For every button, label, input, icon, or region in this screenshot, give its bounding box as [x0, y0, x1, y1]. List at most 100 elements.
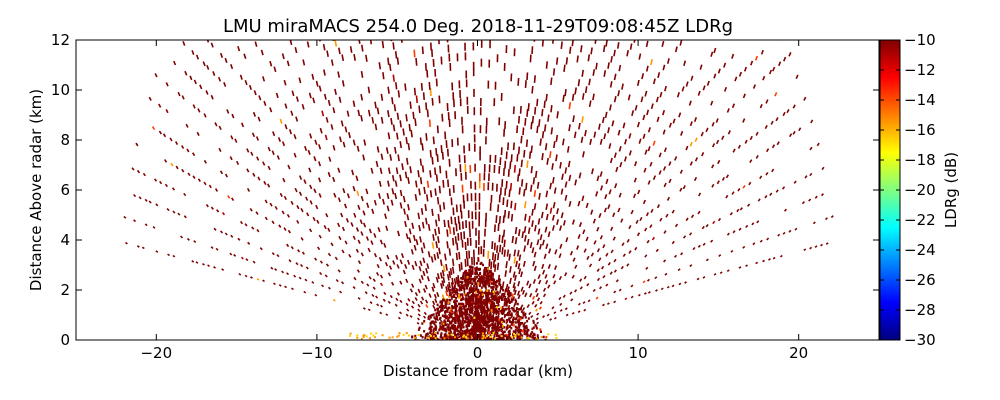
radar-gate-mark [700, 131, 704, 137]
radar-echo-mark [461, 286, 464, 289]
radar-echo-mark [503, 308, 506, 311]
radar-gate-mark [239, 220, 244, 225]
radar-gate-mark [511, 235, 515, 244]
radar-gate-mark [574, 87, 577, 95]
radar-gate-mark [603, 133, 607, 140]
radar-gate-mark [158, 130, 162, 135]
radar-gate-mark [392, 74, 395, 82]
radar-echo-mark [498, 321, 501, 325]
radar-gate-mark [246, 148, 250, 153]
radar-gate-mark [327, 99, 331, 106]
radar-gate-mark [364, 291, 368, 295]
y-tick-label: 8 [60, 131, 70, 149]
radar-gate-mark [771, 168, 775, 173]
radar-ground-mark [443, 337, 446, 340]
radar-gate-mark [197, 178, 201, 183]
radar-echo-mark [499, 338, 502, 340]
radar-gate-mark [183, 192, 187, 197]
radar-echo-mark [491, 292, 494, 295]
radar-gate-mark [413, 87, 417, 96]
radar-gate-mark [327, 171, 331, 178]
radar-echo-mark [493, 278, 495, 282]
radar-gate-mark [581, 92, 585, 100]
radar-gate-mark [525, 139, 529, 147]
radar-gate-mark [500, 329, 504, 333]
radar-gate-mark [416, 321, 420, 325]
radar-gate-mark [343, 203, 348, 209]
radar-ground-mark [481, 337, 484, 340]
radar-echo-mark [481, 309, 484, 313]
radar-gate-mark [560, 212, 564, 219]
radar-gate-mark [397, 154, 400, 162]
radar-ground-mark [555, 337, 558, 339]
radar-gate-mark [682, 235, 687, 239]
radar-gate-mark [680, 252, 684, 256]
radar-gate-mark [502, 197, 505, 206]
radar-gate-mark [341, 226, 346, 232]
radar-echo-mark [519, 333, 522, 336]
radar-echo-mark [485, 336, 487, 339]
radar-echo-mark [477, 274, 480, 277]
radar-echo-mark [505, 318, 508, 322]
radar-gate-mark [542, 315, 546, 319]
radar-echo-mark [453, 295, 456, 298]
colorbar-tick-label: −30 [904, 331, 936, 349]
radar-gate-mark [529, 54, 532, 63]
radar-gate-mark [751, 222, 755, 226]
radar-gate-mark [421, 46, 424, 55]
radar-gate-mark [440, 283, 443, 289]
radar-gate-mark [332, 107, 336, 114]
radar-gate-mark [252, 111, 257, 117]
radar-echo-mark [488, 301, 491, 305]
radar-echo-mark [479, 290, 482, 294]
radar-gate-mark [792, 104, 796, 109]
radar-gate-mark [371, 208, 375, 215]
radar-gate-mark [192, 175, 196, 179]
radar-gate-mark [612, 236, 616, 241]
radar-echo-mark [425, 333, 428, 336]
radar-gate-mark [611, 120, 615, 127]
colorbar-tick-label: −28 [904, 301, 936, 319]
radar-gate-mark [357, 260, 361, 265]
radar-echo-mark [469, 306, 472, 310]
radar-gate-mark [257, 176, 261, 181]
radar-gate-mark [298, 191, 303, 196]
radar-echo-mark [448, 330, 450, 334]
radar-gate-mark [148, 96, 152, 101]
radar-gate-mark [628, 133, 632, 139]
radar-gate-mark [710, 51, 714, 57]
radar-gate-mark [495, 215, 498, 224]
radar-echo-mark [430, 333, 433, 336]
radar-gate-mark [338, 235, 342, 241]
radar-gate-mark [385, 147, 389, 154]
radar-echo-mark [511, 307, 514, 310]
radar-gate-mark [193, 240, 197, 243]
radar-echo-mark [520, 310, 523, 313]
radar-gate-mark [619, 161, 623, 168]
radar-gate-mark [592, 288, 596, 292]
radar-gate-mark [518, 254, 522, 261]
radar-gate-mark [494, 264, 497, 272]
radar-echo-mark [484, 280, 487, 283]
radar-gate-mark [185, 123, 189, 128]
radar-gate-mark [449, 267, 453, 276]
radar-gate-mark [399, 259, 403, 265]
radar-echo-mark [489, 274, 491, 278]
radar-gate-mark [165, 109, 169, 114]
radar-echo-mark [494, 318, 497, 322]
radar-echo-mark [471, 266, 474, 269]
radar-echo-mark [446, 319, 449, 322]
radar-gate-mark [655, 248, 659, 253]
radar-echo-mark [514, 331, 517, 334]
radar-gate-mark [452, 237, 455, 246]
radar-gate-mark [702, 276, 706, 279]
radar-echo-mark [447, 301, 450, 304]
radar-ground-mark [388, 336, 391, 339]
radar-ground-mark [360, 337, 363, 340]
radar-gate-mark [409, 288, 414, 293]
radar-gate-mark [360, 93, 364, 101]
radar-gate-mark [426, 180, 430, 188]
radar-gate-mark [148, 200, 152, 204]
radar-echo-mark [465, 328, 468, 332]
radar-gate-mark [505, 180, 508, 189]
